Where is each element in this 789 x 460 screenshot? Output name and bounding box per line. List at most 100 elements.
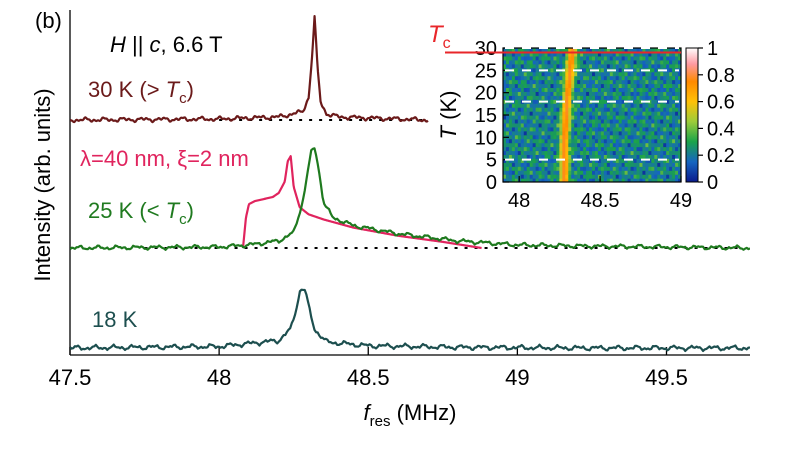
heatmap-cell: [553, 95, 557, 100]
heatmap-cell: [663, 122, 667, 128]
heatmap-cell: [562, 111, 566, 116]
heatmap-cell: [589, 118, 593, 124]
heatmap-cell: [666, 55, 670, 61]
heatmap-cell: [529, 75, 534, 81]
heatmap-cell: [663, 107, 667, 112]
heatmap-cell: [503, 79, 507, 85]
heatmap-cell: [583, 107, 587, 112]
heatmap-cell: [612, 91, 617, 96]
heatmap-cell: [612, 134, 617, 140]
heatmap-cell: [594, 107, 599, 112]
heatmap-cell: [642, 150, 646, 156]
heatmap-cell: [503, 126, 507, 132]
heatmap-cell: [603, 130, 608, 136]
heatmap-cell: [589, 115, 593, 120]
heatmap-cell: [544, 55, 549, 61]
heatmap-cell: [648, 75, 652, 81]
heatmap-cell: [609, 150, 614, 156]
heatmap-cell: [627, 162, 632, 167]
heatmap-cell: [618, 134, 623, 140]
heatmap-cell: [630, 126, 635, 132]
heatmap-cell: [574, 130, 578, 136]
heatmap-cell: [583, 59, 587, 65]
heatmap-cell: [642, 174, 646, 179]
heatmap-cell: [606, 87, 611, 92]
heatmap-cell: [547, 178, 552, 182]
heatmap-cell: [565, 111, 569, 116]
heatmap-cell: [636, 107, 641, 112]
heatmap-cell: [580, 134, 584, 140]
heatmap-cell: [654, 142, 658, 148]
heatmap-cell: [645, 91, 649, 96]
heatmap-cell: [675, 166, 679, 171]
heatmap-cell: [612, 178, 617, 182]
heatmap-cell: [574, 71, 578, 77]
heatmap-cell: [648, 170, 652, 175]
heatmap-cell: [609, 174, 614, 179]
heatmap-cell: [526, 138, 531, 144]
heatmap-cell: [580, 146, 584, 152]
heatmap-cell: [666, 63, 670, 69]
heatmap-cell: [648, 178, 652, 182]
heatmap-cell: [517, 130, 522, 136]
heatmap-cell: [645, 75, 649, 81]
heatmap-cell: [645, 71, 649, 77]
heatmap-cell: [574, 174, 578, 179]
heatmap-cell: [606, 150, 611, 156]
heatmap-cell: [663, 115, 667, 120]
heatmap-cell: [526, 75, 531, 81]
heatmap-cell: [503, 91, 507, 96]
heatmap-cell: [672, 170, 676, 175]
heatmap-cell: [589, 91, 593, 96]
heatmap-cell: [547, 158, 552, 163]
heatmap-cell: [642, 122, 646, 128]
heatmap-cell: [547, 59, 552, 65]
heatmap-cell: [675, 59, 679, 65]
heatmap-cell: [627, 166, 632, 171]
heatmap-cell: [571, 166, 575, 171]
heatmap-cell: [639, 150, 644, 156]
heatmap-cell: [544, 178, 549, 182]
heatmap-cell: [565, 55, 569, 61]
heatmap-cell: [678, 67, 681, 73]
heatmap-cell: [630, 118, 635, 124]
heatmap-cell: [526, 107, 531, 112]
heatmap-cell: [526, 150, 531, 156]
heatmap-cell: [594, 83, 599, 89]
heatmap-cell: [505, 55, 510, 61]
heatmap-cell: [559, 87, 563, 92]
heatmap-cell: [615, 150, 620, 156]
heatmap-cell: [645, 178, 649, 182]
heatmap-cell: [547, 48, 552, 53]
heatmap-cell: [648, 158, 652, 163]
heatmap-cell: [618, 95, 623, 100]
heatmap-cell: [657, 103, 661, 108]
heatmap-cell: [583, 55, 587, 61]
heatmap-cell: [624, 79, 629, 85]
heatmap-cell: [565, 75, 569, 81]
heatmap-cell: [532, 111, 537, 116]
heatmap-cell: [606, 122, 611, 128]
heatmap-cell: [666, 170, 670, 175]
heatmap-cell: [568, 91, 572, 96]
heatmap-cell: [511, 178, 516, 182]
heatmap-cell: [532, 87, 537, 92]
heatmap-cell: [526, 126, 531, 132]
heatmap-cell: [508, 162, 513, 167]
heatmap-cell: [544, 134, 549, 140]
heatmap-cell: [675, 170, 679, 175]
heatmap-cell: [568, 103, 572, 108]
heatmap-cell: [609, 115, 614, 120]
heatmap-cell: [541, 122, 546, 128]
heatmap-cell: [550, 142, 555, 148]
heatmap-cell: [594, 59, 599, 65]
heatmap-cell: [503, 75, 507, 81]
heatmap-cell: [559, 122, 563, 128]
heatmap-cell: [657, 178, 661, 182]
heatmap-cell: [600, 75, 605, 81]
heatmap-cell: [675, 154, 679, 159]
heatmap-cell: [571, 55, 575, 61]
heatmap-cell: [633, 130, 638, 136]
heatmap-cell: [648, 48, 652, 53]
heatmap-cell: [580, 166, 584, 171]
